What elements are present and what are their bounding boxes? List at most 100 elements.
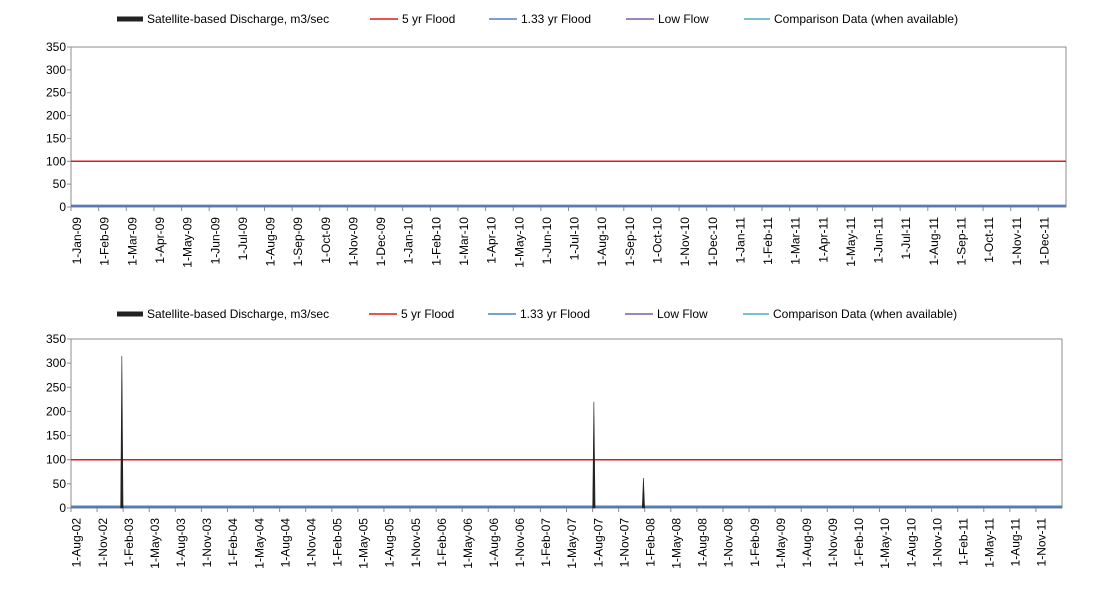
- x-tick-label: 1-Nov-09: [346, 217, 360, 267]
- x-tick-label: 1-May-10: [512, 217, 526, 268]
- legend-label: 5 yr Flood: [401, 307, 454, 321]
- discharge-spike: [641, 478, 645, 509]
- x-tick-label: 1-Feb-08: [643, 518, 657, 567]
- y-tick-label: 0: [59, 501, 66, 515]
- x-tick-label: 1-Aug-11: [1009, 518, 1023, 567]
- y-tick-label: 250: [46, 380, 66, 394]
- x-tick-label: 1-Oct-11: [982, 217, 996, 263]
- x-tick-label: 1-Aug-06: [487, 518, 501, 568]
- x-tick-label: 1-Feb-11: [956, 518, 970, 566]
- x-tick-label: 1-May-04: [252, 518, 266, 569]
- x-tick-label: 1-May-05: [357, 518, 371, 569]
- x-tick-label: 1-Mar-10: [457, 217, 471, 266]
- x-tick-label: 1-Jul-10: [568, 217, 582, 261]
- x-tick-label: 1-Feb-04: [226, 518, 240, 567]
- x-axis: 1-Jan-09 1-Feb-09 1-Mar-09 1-Apr-09 1-May-09…: [70, 207, 1051, 268]
- x-tick-label: 1-Aug-09: [800, 518, 814, 568]
- y-tick-label: 200: [46, 404, 66, 418]
- x-tick-label: 1-Oct-10: [650, 217, 664, 264]
- x-tick-label: 1-May-11: [844, 217, 858, 267]
- x-tick-label: 1-Aug-11: [927, 217, 941, 266]
- x-tick-label: 1-Jul-11: [899, 217, 913, 260]
- x-tick-label: 1-Nov-09: [826, 518, 840, 568]
- x-tick-label: 1-Nov-07: [617, 518, 631, 568]
- y-tick-label: 100: [46, 453, 66, 467]
- x-tick-label: 1-Jan-10: [402, 217, 416, 265]
- x-tick-label: 1-Sep-11: [955, 217, 969, 266]
- x-tick-label: 1-Feb-05: [331, 518, 345, 567]
- x-tick-label: 1-Apr-10: [485, 217, 499, 264]
- x-tick-label: 1-Nov-10: [930, 518, 944, 568]
- x-tick-label: 1-Feb-07: [539, 518, 553, 567]
- y-axis: 350 300 250 200 150 100 50 0: [46, 332, 71, 515]
- x-tick-label: 1-Nov-04: [304, 518, 318, 568]
- x-tick-label: 1-Mar-09: [125, 217, 139, 266]
- x-tick-label: 1-Apr-09: [153, 217, 167, 264]
- x-tick-label: 1-May-06: [461, 518, 475, 569]
- legend-label: Satellite-based Discharge, m3/sec: [147, 12, 329, 26]
- x-tick-label: 1-Jun-11: [872, 217, 886, 264]
- y-tick-label: 250: [46, 86, 66, 100]
- discharge-series: [120, 355, 645, 509]
- x-tick-label: 1-Nov-02: [96, 518, 110, 568]
- x-tick-label: 1-Dec-09: [374, 217, 388, 267]
- y-tick-label: 50: [53, 477, 67, 491]
- x-tick-label: 1-Nov-03: [200, 518, 214, 568]
- x-tick-label: 1-Aug-02: [70, 518, 84, 568]
- x-tick-label: 1-Feb-09: [98, 217, 112, 266]
- plot-area: [70, 338, 1063, 509]
- legend-label: 1.33 yr Flood: [521, 12, 591, 26]
- x-tick-label: 1-Feb-03: [122, 518, 136, 567]
- x-tick-label: 1-Feb-06: [435, 518, 449, 567]
- x-tick-label: 1-May-11: [983, 518, 997, 568]
- discharge-spike: [120, 355, 124, 509]
- x-tick-label: 1-Mar-11: [789, 217, 803, 265]
- x-tick-label: 1-Aug-07: [591, 518, 605, 568]
- x-tick-label: 1-May-09: [181, 217, 195, 268]
- x-tick-label: 1-Nov-05: [409, 518, 423, 568]
- x-tick-label: 1-Jun-10: [540, 217, 554, 265]
- x-tick-label: 1-Feb-10: [429, 217, 443, 266]
- y-tick-label: 300: [46, 63, 66, 77]
- x-tick-label: 1-May-09: [774, 518, 788, 569]
- x-tick-label: 1-Nov-06: [513, 518, 527, 568]
- x-tick-label: 1-Jan-11: [733, 217, 747, 264]
- y-tick-label: 350: [46, 332, 66, 346]
- x-tick-label: 1-May-03: [148, 518, 162, 569]
- x-tick-label: 1-May-07: [565, 518, 579, 569]
- x-tick-label: 1-Nov-08: [722, 518, 736, 568]
- legend-label: 5 yr Flood: [402, 12, 455, 26]
- y-tick-label: 100: [46, 154, 66, 168]
- legend: Satellite-based Discharge, m3/sec 5 yr Fl…: [117, 307, 957, 321]
- x-tick-label: 1-Nov-11: [1035, 518, 1049, 567]
- chart-2: Satellite-based Discharge, m3/sec 5 yr Fl…: [46, 307, 1063, 569]
- x-tick-label: 1-Sep-10: [623, 217, 637, 267]
- y-axis: 350 300 250 200 150 100 50 0: [46, 40, 71, 214]
- x-tick-label: 1-May-08: [670, 518, 684, 569]
- x-tick-label: 1-May-10: [878, 518, 892, 569]
- x-tick-label: 1-Aug-03: [174, 518, 188, 568]
- y-tick-label: 0: [59, 200, 66, 214]
- legend-label: Low Flow: [657, 307, 708, 321]
- x-tick-label: 1-Aug-09: [264, 217, 278, 267]
- x-tick-label: 1-Jun-09: [208, 217, 222, 265]
- y-tick-label: 50: [53, 177, 67, 191]
- y-tick-label: 200: [46, 109, 66, 123]
- x-tick-label: 1-Aug-08: [696, 518, 710, 568]
- legend-label: Comparison Data (when available): [773, 307, 957, 321]
- y-tick-label: 150: [46, 131, 66, 145]
- x-tick-label: 1-Aug-05: [383, 518, 397, 568]
- x-tick-label: 1-Aug-10: [595, 217, 609, 267]
- y-tick-label: 150: [46, 429, 66, 443]
- plot-area: [70, 46, 1067, 208]
- x-tick-label: 1-Nov-11: [1010, 217, 1024, 266]
- x-tick-label: 1-Apr-11: [816, 217, 830, 263]
- x-tick-label: 1-Feb-11: [761, 217, 775, 265]
- x-tick-label: 1-Sep-09: [291, 217, 305, 267]
- legend: Satellite-based Discharge, m3/sec 5 yr Fl…: [117, 12, 958, 26]
- x-tick-label: 1-Oct-09: [319, 217, 333, 264]
- legend-label: Low Flow: [658, 12, 709, 26]
- x-tick-label: 1-Feb-10: [852, 518, 866, 567]
- legend-label: Satellite-based Discharge, m3/sec: [147, 307, 329, 321]
